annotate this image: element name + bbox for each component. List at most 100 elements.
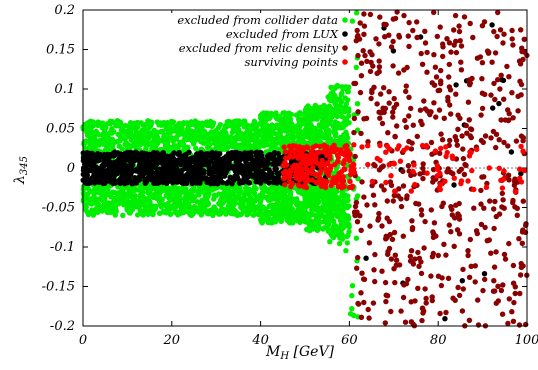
data-point bbox=[518, 27, 524, 33]
data-point bbox=[376, 210, 382, 217]
series-surviving-points bbox=[280, 142, 528, 195]
data-point bbox=[450, 295, 456, 301]
data-point bbox=[522, 167, 528, 174]
data-point bbox=[406, 19, 412, 26]
data-point bbox=[504, 63, 510, 70]
data-point bbox=[500, 77, 507, 84]
data-point bbox=[304, 161, 311, 167]
data-point bbox=[510, 262, 517, 269]
data-point bbox=[343, 248, 349, 254]
data-point bbox=[512, 290, 518, 297]
data-point bbox=[131, 201, 138, 208]
x-axis-label: MH [GeV] bbox=[265, 344, 335, 362]
data-point bbox=[140, 151, 146, 157]
data-point bbox=[448, 111, 454, 117]
data-point bbox=[287, 153, 293, 159]
data-point bbox=[303, 217, 310, 224]
data-point bbox=[493, 144, 499, 151]
data-point bbox=[431, 9, 437, 16]
data-point bbox=[282, 182, 288, 188]
data-point bbox=[325, 131, 331, 137]
data-point bbox=[386, 89, 392, 95]
data-point bbox=[129, 194, 135, 200]
data-point bbox=[248, 149, 254, 156]
data-point bbox=[441, 241, 447, 247]
data-point bbox=[338, 125, 344, 131]
data-point bbox=[411, 162, 417, 168]
data-point bbox=[451, 182, 457, 188]
data-point bbox=[87, 151, 94, 158]
data-point bbox=[104, 135, 110, 141]
data-point bbox=[286, 178, 293, 185]
data-point bbox=[332, 119, 338, 125]
data-point bbox=[305, 155, 311, 161]
data-point bbox=[467, 133, 473, 139]
data-point bbox=[405, 33, 411, 39]
data-point bbox=[203, 193, 209, 199]
data-point bbox=[488, 92, 494, 98]
data-point bbox=[81, 141, 87, 148]
data-point bbox=[495, 283, 501, 289]
data-point bbox=[304, 144, 310, 150]
data-point bbox=[421, 98, 427, 104]
data-point bbox=[470, 34, 476, 41]
data-point bbox=[418, 259, 424, 265]
data-point bbox=[347, 178, 353, 185]
data-point bbox=[370, 300, 377, 306]
data-point bbox=[354, 219, 361, 225]
data-point bbox=[467, 20, 473, 27]
data-point bbox=[440, 200, 446, 206]
data-point bbox=[419, 121, 425, 128]
data-point bbox=[437, 24, 443, 30]
data-point bbox=[384, 198, 390, 204]
data-point bbox=[496, 137, 502, 143]
data-point bbox=[117, 180, 124, 187]
x-tick-label: 0 bbox=[79, 333, 87, 348]
data-point bbox=[421, 245, 427, 251]
data-point bbox=[234, 122, 240, 129]
data-point bbox=[291, 124, 298, 130]
data-point bbox=[468, 126, 475, 133]
data-point bbox=[361, 31, 367, 37]
data-point bbox=[100, 120, 106, 126]
data-point bbox=[224, 144, 230, 150]
data-point bbox=[272, 219, 279, 225]
data-point bbox=[224, 180, 230, 186]
data-point bbox=[243, 137, 249, 143]
data-point bbox=[366, 240, 373, 246]
data-point bbox=[203, 152, 210, 158]
data-point bbox=[488, 250, 494, 256]
data-point bbox=[382, 105, 389, 112]
data-point bbox=[431, 220, 438, 226]
data-point bbox=[299, 149, 305, 155]
data-point bbox=[433, 74, 440, 80]
data-point bbox=[111, 204, 117, 210]
data-point bbox=[367, 223, 373, 229]
data-point bbox=[287, 168, 294, 175]
data-point bbox=[264, 153, 271, 160]
data-point bbox=[286, 110, 292, 116]
data-point bbox=[342, 115, 348, 121]
data-point bbox=[461, 171, 468, 178]
data-point bbox=[169, 173, 175, 179]
data-point bbox=[272, 175, 279, 182]
data-point bbox=[374, 70, 380, 77]
data-point bbox=[365, 161, 371, 168]
data-point bbox=[354, 101, 361, 107]
data-point bbox=[381, 187, 387, 193]
data-point bbox=[484, 238, 490, 244]
data-point bbox=[267, 210, 274, 216]
data-point bbox=[367, 11, 374, 18]
data-point bbox=[174, 171, 180, 177]
data-point bbox=[432, 148, 439, 154]
data-point bbox=[453, 137, 460, 144]
data-point bbox=[126, 169, 132, 176]
data-point bbox=[398, 308, 404, 314]
data-point bbox=[450, 171, 456, 177]
data-point bbox=[441, 115, 447, 122]
data-point bbox=[499, 190, 505, 197]
data-point bbox=[346, 84, 352, 90]
data-point bbox=[107, 120, 114, 127]
data-point bbox=[392, 188, 398, 194]
